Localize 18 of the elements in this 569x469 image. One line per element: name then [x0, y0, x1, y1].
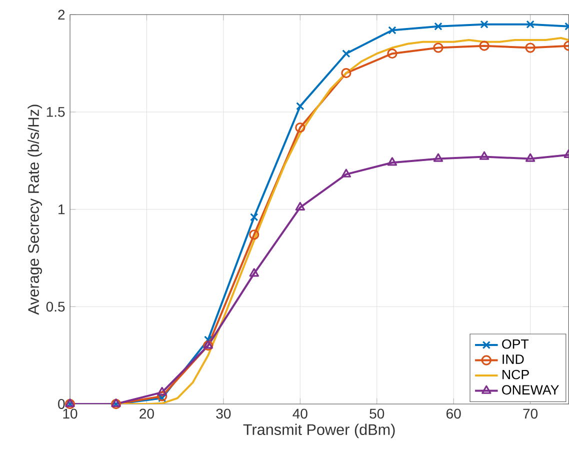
y-tick-label: 0.5 — [46, 302, 65, 312]
x-tick-label: 20 — [140, 408, 154, 419]
y-tick-label: 2 — [58, 10, 65, 20]
legend-label: NCP — [502, 370, 529, 380]
x-tick-label: 70 — [523, 408, 538, 419]
x-tick-label: 60 — [446, 408, 461, 419]
x-tick-label: 10 — [63, 408, 78, 419]
y-tick-label: 0 — [58, 399, 65, 409]
x-tick-label: 30 — [216, 408, 231, 419]
legend-label: IND — [502, 354, 524, 364]
y-axis-title: Average Secrecy Rate (b/s/Hz) — [28, 104, 42, 315]
y-tick-label: 1.5 — [46, 107, 65, 117]
legend-label: OPT — [502, 339, 529, 349]
y-tick-label: 1 — [58, 204, 65, 214]
x-axis-title: Transmit Power (dBm) — [243, 424, 395, 438]
legend-label: ONEWAY — [502, 385, 559, 395]
x-tick-label: 40 — [292, 408, 308, 419]
x-tick-label: 50 — [370, 408, 384, 419]
